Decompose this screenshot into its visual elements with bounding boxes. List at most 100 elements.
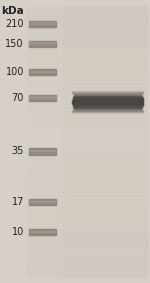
Bar	[72, 101, 143, 102]
Bar	[29, 150, 56, 151]
Bar	[27, 84, 147, 87]
Bar	[27, 199, 147, 203]
Bar	[29, 148, 56, 155]
Bar	[27, 247, 147, 250]
Bar	[63, 6, 147, 277]
Bar	[27, 19, 147, 23]
Bar	[27, 165, 147, 169]
Bar	[27, 16, 147, 19]
Bar	[27, 128, 147, 131]
Bar	[27, 182, 147, 186]
Text: 150: 150	[5, 39, 24, 49]
Bar	[72, 91, 143, 92]
Text: 10: 10	[12, 227, 24, 237]
Bar	[27, 125, 147, 128]
Bar	[73, 96, 142, 97]
Bar	[72, 93, 143, 94]
Bar	[27, 213, 147, 216]
Bar	[27, 196, 147, 199]
Bar	[27, 243, 147, 247]
Bar	[27, 152, 147, 155]
Bar	[27, 121, 147, 125]
Bar	[27, 233, 147, 237]
Bar	[29, 23, 56, 24]
Bar	[27, 114, 147, 118]
Bar	[27, 226, 147, 230]
Bar	[27, 33, 147, 36]
Bar	[27, 237, 147, 240]
Bar	[29, 201, 56, 202]
Bar	[29, 70, 56, 72]
Bar	[72, 110, 143, 111]
Bar	[27, 254, 147, 257]
Bar	[73, 97, 142, 99]
Bar	[27, 138, 147, 142]
Text: 100: 100	[5, 67, 24, 77]
Bar	[27, 203, 147, 206]
Bar	[29, 95, 56, 101]
Bar	[73, 106, 142, 107]
Bar	[27, 6, 147, 9]
Bar	[27, 87, 147, 91]
Bar	[27, 162, 147, 165]
Bar	[27, 63, 147, 67]
Bar	[72, 111, 143, 112]
Bar	[27, 135, 147, 138]
Bar	[29, 96, 56, 98]
Bar	[72, 112, 143, 113]
Bar	[72, 110, 143, 111]
Bar	[73, 98, 143, 100]
Bar	[72, 90, 143, 91]
Bar	[74, 107, 142, 109]
Bar	[27, 77, 147, 80]
Bar	[27, 142, 147, 145]
Bar	[27, 179, 147, 182]
Bar	[72, 92, 143, 93]
Bar	[27, 186, 147, 189]
Bar	[73, 97, 142, 98]
Bar	[27, 97, 147, 101]
Bar	[72, 92, 143, 93]
Bar	[27, 169, 147, 172]
Bar	[29, 41, 56, 47]
Bar	[27, 94, 147, 97]
Bar	[72, 92, 143, 93]
Bar	[27, 250, 147, 254]
Bar	[27, 260, 147, 264]
Bar	[27, 240, 147, 243]
Bar	[27, 257, 147, 260]
Bar	[27, 192, 147, 196]
Bar	[27, 101, 147, 104]
Bar	[74, 108, 141, 110]
Bar	[27, 118, 147, 121]
Text: 210: 210	[5, 19, 24, 29]
Bar	[73, 99, 143, 100]
Bar	[27, 175, 147, 179]
Bar	[27, 148, 147, 152]
Bar	[29, 199, 56, 205]
Bar	[72, 111, 143, 112]
Bar	[27, 209, 147, 213]
Bar	[73, 106, 142, 108]
Bar	[27, 223, 147, 226]
Bar	[27, 91, 147, 94]
Bar	[27, 220, 147, 223]
Bar	[27, 111, 147, 114]
Bar	[27, 70, 147, 74]
Bar	[27, 53, 147, 57]
Text: kDa: kDa	[1, 6, 24, 16]
Bar	[27, 9, 147, 12]
Bar	[27, 104, 147, 108]
Bar	[29, 229, 56, 235]
Bar	[73, 103, 143, 105]
Bar	[27, 60, 147, 63]
Bar	[27, 155, 147, 158]
Bar	[27, 189, 147, 192]
Bar	[27, 131, 147, 135]
Bar	[72, 102, 143, 104]
Bar	[27, 172, 147, 175]
Bar	[75, 109, 141, 110]
Bar	[72, 112, 143, 113]
Bar	[27, 26, 147, 29]
Bar	[72, 91, 143, 93]
